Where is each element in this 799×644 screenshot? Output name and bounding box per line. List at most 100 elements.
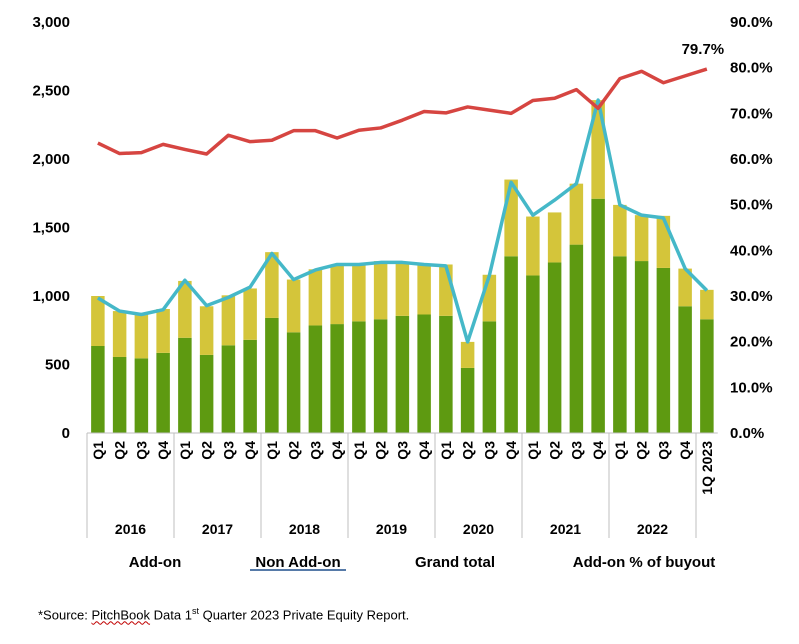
x-tick-21: Q2 (547, 441, 563, 460)
year-label-1: 2017 (202, 521, 233, 537)
bar-nonaddon-13 (373, 261, 388, 320)
year-label-0: 2016 (115, 521, 146, 537)
x-tick-9: Q2 (286, 441, 302, 460)
bar-addon-1 (112, 356, 127, 433)
bar-addon-15 (417, 314, 431, 433)
y-right-tick-7: 70.0% (730, 105, 773, 122)
bar-addon-8 (265, 317, 279, 433)
lines-layer (96, 67, 709, 344)
x-tick-7: Q4 (242, 441, 258, 460)
bar-addon-6 (221, 345, 236, 433)
legend-item-2: Grand total (415, 554, 495, 571)
bar-nonaddon-2 (134, 314, 149, 359)
bar-addon-23 (591, 198, 605, 433)
bar-addon-5 (199, 354, 214, 433)
bar-addon-25 (634, 261, 649, 433)
x-tick-1: Q2 (112, 441, 128, 460)
x-tick-22: Q3 (568, 441, 584, 460)
y-right-tick-1: 10.0% (730, 379, 773, 396)
bar-addon-14 (395, 315, 410, 433)
year-label-2: 2018 (289, 521, 320, 537)
source-note: *Source: PitchBook Data 1st Quarter 2023… (38, 606, 409, 622)
bar-nonaddon-7 (243, 288, 257, 340)
bar-addon-7 (243, 339, 257, 433)
y-right-tick-5: 50.0% (730, 197, 773, 214)
bar-addon-16 (439, 315, 453, 433)
x-tick-28: 1Q 2023 (699, 441, 715, 495)
y-left-tick-4: 2,000 (32, 151, 70, 168)
x-tick-23: Q4 (590, 441, 606, 460)
x-tick-3: Q4 (155, 441, 171, 460)
x-tick-17: Q2 (460, 441, 476, 460)
bar-nonaddon-21 (547, 212, 562, 263)
bar-addon-27 (678, 306, 692, 433)
bar-nonaddon-3 (156, 309, 170, 353)
bar-nonaddon-1 (112, 311, 127, 357)
source-superscript: st (191, 606, 199, 616)
year-label-3: 2019 (376, 521, 407, 537)
bar-nonaddon-25 (634, 215, 649, 262)
y-left-tick-3: 1,500 (32, 220, 70, 237)
bar-addon-11 (330, 324, 344, 433)
x-tick-13: Q2 (373, 441, 389, 460)
y-right-tick-9: 90.0% (730, 14, 773, 31)
bar-nonaddon-18 (482, 274, 497, 322)
y-right-tick-2: 20.0% (730, 334, 773, 351)
x-tick-10: Q3 (307, 441, 323, 460)
bar-addon-24 (613, 256, 627, 433)
axes-layer: 79.7% 0 500 1,000 1,500 2,000 2,500 3,000 0.0% 10… (32, 14, 773, 538)
x-tick-26: Q3 (655, 441, 671, 460)
x-tick-24: Q1 (612, 441, 628, 460)
bar-nonaddon-22 (569, 183, 584, 245)
bar-nonaddon-28 (700, 289, 714, 320)
line-grand-total (96, 98, 709, 344)
bar-addon-3 (156, 352, 170, 433)
x-tick-5: Q2 (199, 441, 215, 460)
bar-nonaddon-10 (308, 269, 323, 326)
bar-addon-19 (504, 256, 518, 433)
x-tick-27: Q4 (677, 441, 693, 460)
y-left-tick-2: 1,000 (32, 288, 70, 305)
bar-nonaddon-14 (395, 261, 410, 316)
bar-nonaddon-0 (91, 296, 105, 347)
x-tick-16: Q1 (438, 441, 454, 460)
legend-item-1: Non Add-on (255, 554, 340, 571)
bar-addon-2 (134, 358, 149, 433)
source-prefix: *Source: (38, 607, 92, 623)
bar-nonaddon-17 (460, 341, 475, 368)
bars-layer (91, 100, 714, 433)
x-tick-8: Q1 (264, 441, 280, 460)
y-right-tick-6: 60.0% (730, 151, 773, 168)
source-name: PitchBook (91, 607, 151, 623)
bar-addon-17 (460, 367, 475, 433)
y-left-tick-6: 3,000 (32, 14, 70, 31)
bar-nonaddon-27 (678, 268, 692, 307)
y-left-tick-0: 0 (62, 425, 70, 442)
y-right-tick-3: 30.0% (730, 288, 773, 305)
bar-addon-22 (569, 244, 584, 433)
bar-nonaddon-5 (199, 306, 214, 355)
x-tick-19: Q4 (503, 441, 519, 460)
x-tick-15: Q4 (416, 441, 432, 460)
year-label-6: 2022 (637, 521, 668, 537)
bar-nonaddon-24 (613, 204, 627, 257)
bar-addon-21 (547, 262, 562, 433)
bar-nonaddon-4 (178, 280, 192, 338)
legend-item-3: Add-on % of buyout (573, 554, 715, 571)
x-tick-11: Q4 (329, 441, 345, 460)
y-right-tick-8: 80.0% (730, 60, 773, 77)
x-tick-6: Q3 (220, 441, 236, 460)
y-right-tick-4: 40.0% (730, 242, 773, 259)
x-tick-12: Q1 (351, 441, 367, 460)
bar-nonaddon-15 (417, 265, 431, 315)
x-tick-2: Q3 (133, 441, 149, 460)
x-tick-14: Q3 (394, 441, 410, 460)
bar-nonaddon-11 (330, 264, 344, 325)
bar-addon-12 (352, 321, 366, 433)
y-left-tick-5: 2,500 (32, 83, 70, 100)
bar-nonaddon-9 (286, 279, 301, 333)
bar-addon-28 (700, 319, 714, 433)
bar-nonaddon-26 (656, 215, 671, 268)
x-tick-25: Q2 (634, 441, 650, 460)
annotation-label: 79.7% (682, 41, 725, 58)
